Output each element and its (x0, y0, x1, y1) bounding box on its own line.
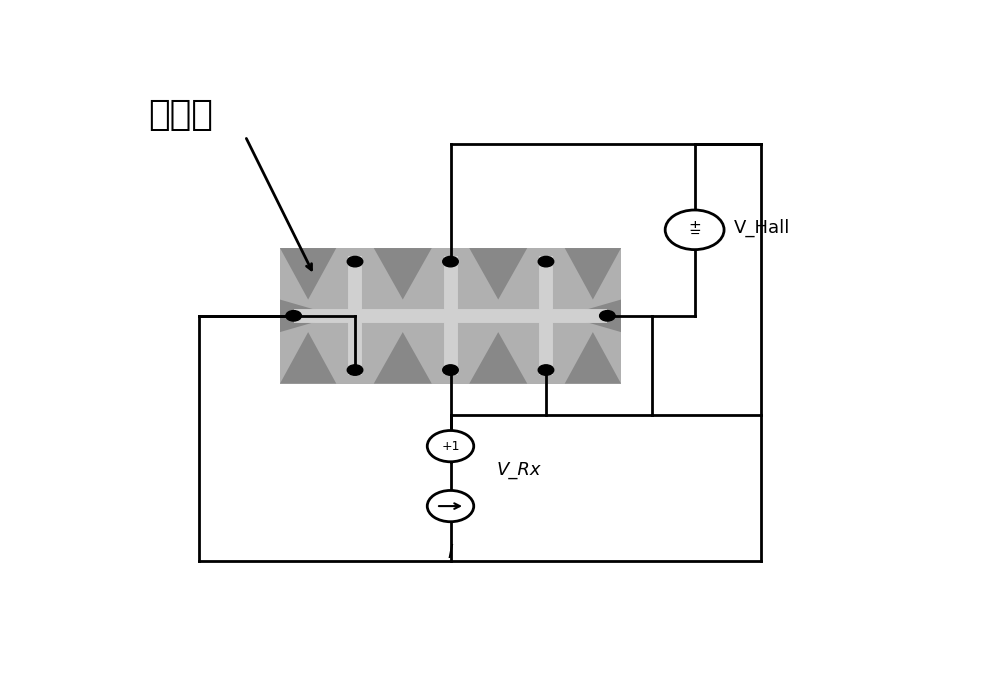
Text: V_Hall: V_Hall (733, 219, 790, 237)
Circle shape (427, 490, 474, 522)
Text: 霍尔条: 霍尔条 (148, 98, 213, 132)
Text: −: − (689, 227, 700, 240)
Circle shape (443, 365, 458, 375)
Polygon shape (280, 332, 336, 384)
Circle shape (286, 311, 301, 321)
Polygon shape (565, 299, 621, 332)
Polygon shape (469, 332, 527, 384)
Circle shape (347, 257, 363, 267)
Circle shape (347, 365, 363, 375)
Polygon shape (280, 299, 336, 332)
Polygon shape (565, 248, 621, 299)
Circle shape (427, 431, 474, 462)
Polygon shape (469, 248, 527, 299)
Polygon shape (374, 248, 432, 299)
Polygon shape (565, 332, 621, 384)
Text: V_Rx: V_Rx (497, 460, 542, 479)
Text: +1: +1 (441, 439, 460, 453)
Polygon shape (280, 248, 336, 299)
Circle shape (538, 365, 554, 375)
Polygon shape (374, 332, 432, 384)
Circle shape (538, 257, 554, 267)
Circle shape (443, 257, 458, 267)
Text: I: I (448, 542, 453, 562)
Circle shape (600, 311, 615, 321)
Text: ±: ± (688, 219, 701, 234)
Circle shape (665, 210, 724, 250)
Bar (280, 248, 621, 384)
